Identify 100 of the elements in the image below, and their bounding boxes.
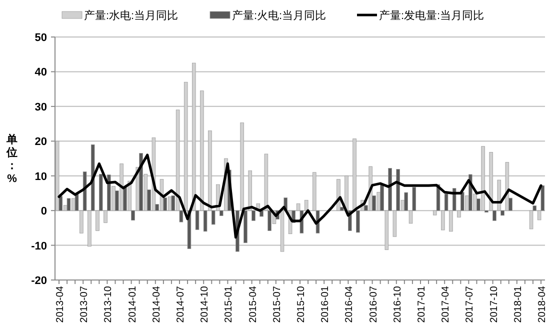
x-tick-label: 2015-01 bbox=[224, 286, 235, 323]
x-tick-label: 2016-07 bbox=[368, 286, 380, 323]
bar bbox=[192, 62, 196, 211]
legend-label: 产量:发电量:当月同比 bbox=[379, 9, 484, 22]
bar bbox=[452, 188, 456, 211]
bar bbox=[400, 200, 405, 211]
bar bbox=[244, 210, 248, 244]
y-axis-title: 单位：% bbox=[6, 133, 18, 185]
bar bbox=[344, 176, 348, 211]
bar bbox=[66, 198, 71, 211]
bar bbox=[171, 195, 176, 211]
bar bbox=[508, 198, 512, 211]
bar bbox=[80, 210, 84, 234]
bar bbox=[240, 122, 244, 211]
bar bbox=[260, 210, 264, 217]
x-tick-label: 2013-07 bbox=[79, 286, 90, 323]
bar bbox=[392, 210, 397, 237]
bar bbox=[112, 186, 116, 211]
bar bbox=[384, 210, 389, 250]
bar bbox=[473, 194, 477, 211]
y-tick-label: 50 bbox=[34, 32, 47, 44]
bar bbox=[296, 203, 300, 211]
bar bbox=[123, 186, 127, 211]
line-series bbox=[58, 154, 542, 239]
bar bbox=[280, 210, 284, 252]
bar bbox=[144, 174, 148, 211]
x-tick-label: 2014-01 bbox=[127, 286, 138, 323]
bar bbox=[131, 210, 135, 220]
x-tick-label: 2014-10 bbox=[200, 286, 211, 323]
bar bbox=[492, 210, 496, 221]
bar bbox=[500, 210, 504, 216]
bar bbox=[460, 192, 464, 211]
bar bbox=[340, 206, 344, 211]
x-tick-label: 2015-07 bbox=[272, 286, 283, 323]
y-tick-label: 20 bbox=[34, 136, 47, 148]
x-tick-label: 2014-07 bbox=[176, 286, 187, 323]
bar bbox=[432, 210, 437, 216]
bar bbox=[449, 210, 453, 232]
x-tick-label: 2016-10 bbox=[392, 286, 404, 323]
bar bbox=[211, 210, 216, 225]
bar bbox=[219, 210, 224, 216]
legend-label: 产量:火电:当月同比 bbox=[232, 9, 326, 22]
bar bbox=[72, 198, 76, 211]
bar bbox=[388, 168, 392, 211]
y-tick-label: 30 bbox=[34, 101, 47, 114]
bar bbox=[82, 171, 87, 211]
bar bbox=[304, 200, 308, 211]
x-tick-label: 2018-04 bbox=[536, 286, 548, 323]
legend-label: 产量:水电:当月同比 bbox=[84, 9, 178, 22]
bar bbox=[98, 174, 103, 211]
bar bbox=[55, 140, 60, 211]
bar bbox=[396, 169, 400, 211]
bar bbox=[96, 210, 100, 231]
bar bbox=[540, 185, 545, 211]
bar bbox=[537, 210, 542, 220]
bar bbox=[74, 194, 79, 211]
bar bbox=[356, 210, 360, 233]
bar bbox=[476, 198, 480, 211]
bar bbox=[200, 90, 204, 211]
bar bbox=[120, 164, 124, 211]
bar bbox=[372, 195, 376, 211]
bar bbox=[115, 190, 119, 211]
y-tick-label: -10 bbox=[31, 240, 47, 252]
bar bbox=[481, 146, 485, 211]
x-tick-label: 2018-01 bbox=[512, 286, 524, 323]
x-tick-label: 2016-01 bbox=[320, 286, 332, 323]
bar bbox=[195, 210, 200, 230]
x-tick-label: 2015-10 bbox=[296, 286, 307, 323]
bar bbox=[90, 144, 95, 211]
bar bbox=[380, 184, 384, 211]
bar bbox=[529, 210, 534, 230]
bar bbox=[139, 153, 143, 211]
y-tick-label: 40 bbox=[34, 66, 47, 79]
x-tick-label: 2017-04 bbox=[440, 286, 452, 323]
bar bbox=[412, 187, 416, 211]
x-tick-label: 2014-04 bbox=[151, 286, 162, 323]
x-tick-label: 2015-04 bbox=[248, 286, 259, 323]
bar bbox=[88, 210, 92, 247]
x-tick-label: 2017-10 bbox=[488, 286, 500, 323]
bar bbox=[147, 190, 151, 211]
bar bbox=[532, 206, 537, 211]
bar bbox=[489, 152, 493, 211]
bar bbox=[104, 210, 108, 223]
x-tick-label: 2017-01 bbox=[416, 286, 428, 323]
bar bbox=[505, 162, 510, 211]
x-tick-label: 2017-07 bbox=[464, 286, 476, 323]
bar bbox=[364, 205, 368, 211]
bar bbox=[184, 82, 188, 211]
y-tick-label: 10 bbox=[34, 170, 47, 183]
x-tick-label: 2016-04 bbox=[344, 286, 356, 323]
bar bbox=[264, 154, 268, 211]
bar bbox=[248, 170, 252, 211]
bar bbox=[155, 204, 159, 211]
bar bbox=[179, 210, 184, 222]
bar bbox=[252, 210, 256, 221]
bar bbox=[58, 196, 63, 211]
bar bbox=[107, 174, 111, 211]
bar bbox=[465, 195, 469, 211]
bar bbox=[163, 198, 168, 211]
bar bbox=[208, 130, 212, 211]
